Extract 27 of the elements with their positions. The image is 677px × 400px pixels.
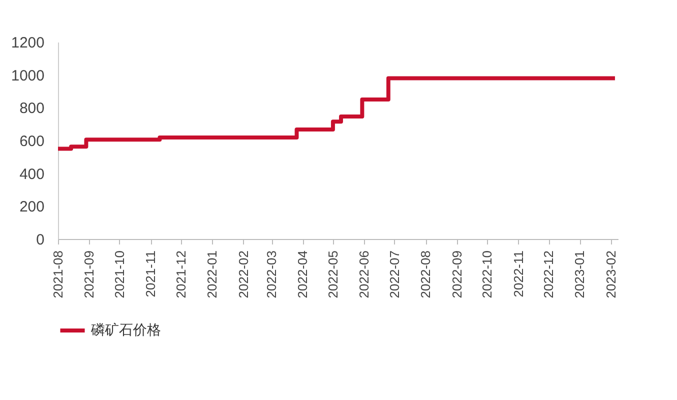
x-tick-label: 2022-08 bbox=[418, 250, 434, 298]
x-tick-label: 2021-11 bbox=[143, 250, 158, 298]
x-tick-label: 2022-04 bbox=[295, 250, 310, 298]
x-tick-label: 2022-02 bbox=[236, 250, 251, 298]
y-tick-label: 200 bbox=[19, 198, 44, 216]
x-tick-label: 2023-01 bbox=[572, 250, 588, 298]
x-tick-label: 2021-09 bbox=[82, 250, 97, 298]
x-tick-label: 2023-02 bbox=[603, 250, 618, 298]
x-tick-label: 2022-10 bbox=[480, 250, 495, 298]
x-tick-label: 2022-07 bbox=[386, 250, 402, 298]
x-tick-label: 2021-08 bbox=[50, 250, 66, 298]
x-tick-label: 2022-05 bbox=[325, 250, 340, 298]
x-tick-label: 2022-09 bbox=[449, 250, 464, 298]
x-tick-label: 2022-11 bbox=[510, 250, 526, 298]
y-tick-label: 800 bbox=[19, 100, 44, 118]
y-tick-label: 1000 bbox=[11, 67, 44, 84]
x-tick-label: 2022-03 bbox=[264, 250, 280, 298]
y-tick-label: 1200 bbox=[11, 34, 44, 52]
y-tick-label: 600 bbox=[19, 133, 44, 150]
x-tick-label: 2022-12 bbox=[541, 250, 556, 298]
x-tick-label: 2022-06 bbox=[356, 250, 372, 298]
y-tick-label: 400 bbox=[19, 166, 44, 183]
x-tick-label: 2021-10 bbox=[112, 250, 127, 298]
x-tick-label: 2022-01 bbox=[204, 250, 220, 298]
x-tick-label: 2021-12 bbox=[173, 250, 188, 298]
legend-label: 磷矿石价格 bbox=[90, 322, 161, 338]
y-tick-label: 0 bbox=[36, 232, 44, 248]
